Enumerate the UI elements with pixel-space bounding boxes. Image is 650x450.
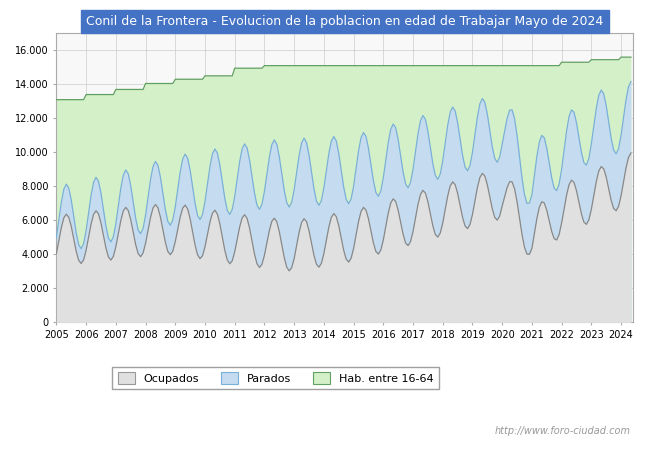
- Title: Conil de la Frontera - Evolucion de la poblacion en edad de Trabajar Mayo de 202: Conil de la Frontera - Evolucion de la p…: [86, 15, 604, 28]
- Text: http://www.foro-ciudad.com: http://www.foro-ciudad.com: [495, 427, 630, 436]
- Legend: Ocupados, Parados, Hab. entre 16-64: Ocupados, Parados, Hab. entre 16-64: [112, 367, 439, 389]
